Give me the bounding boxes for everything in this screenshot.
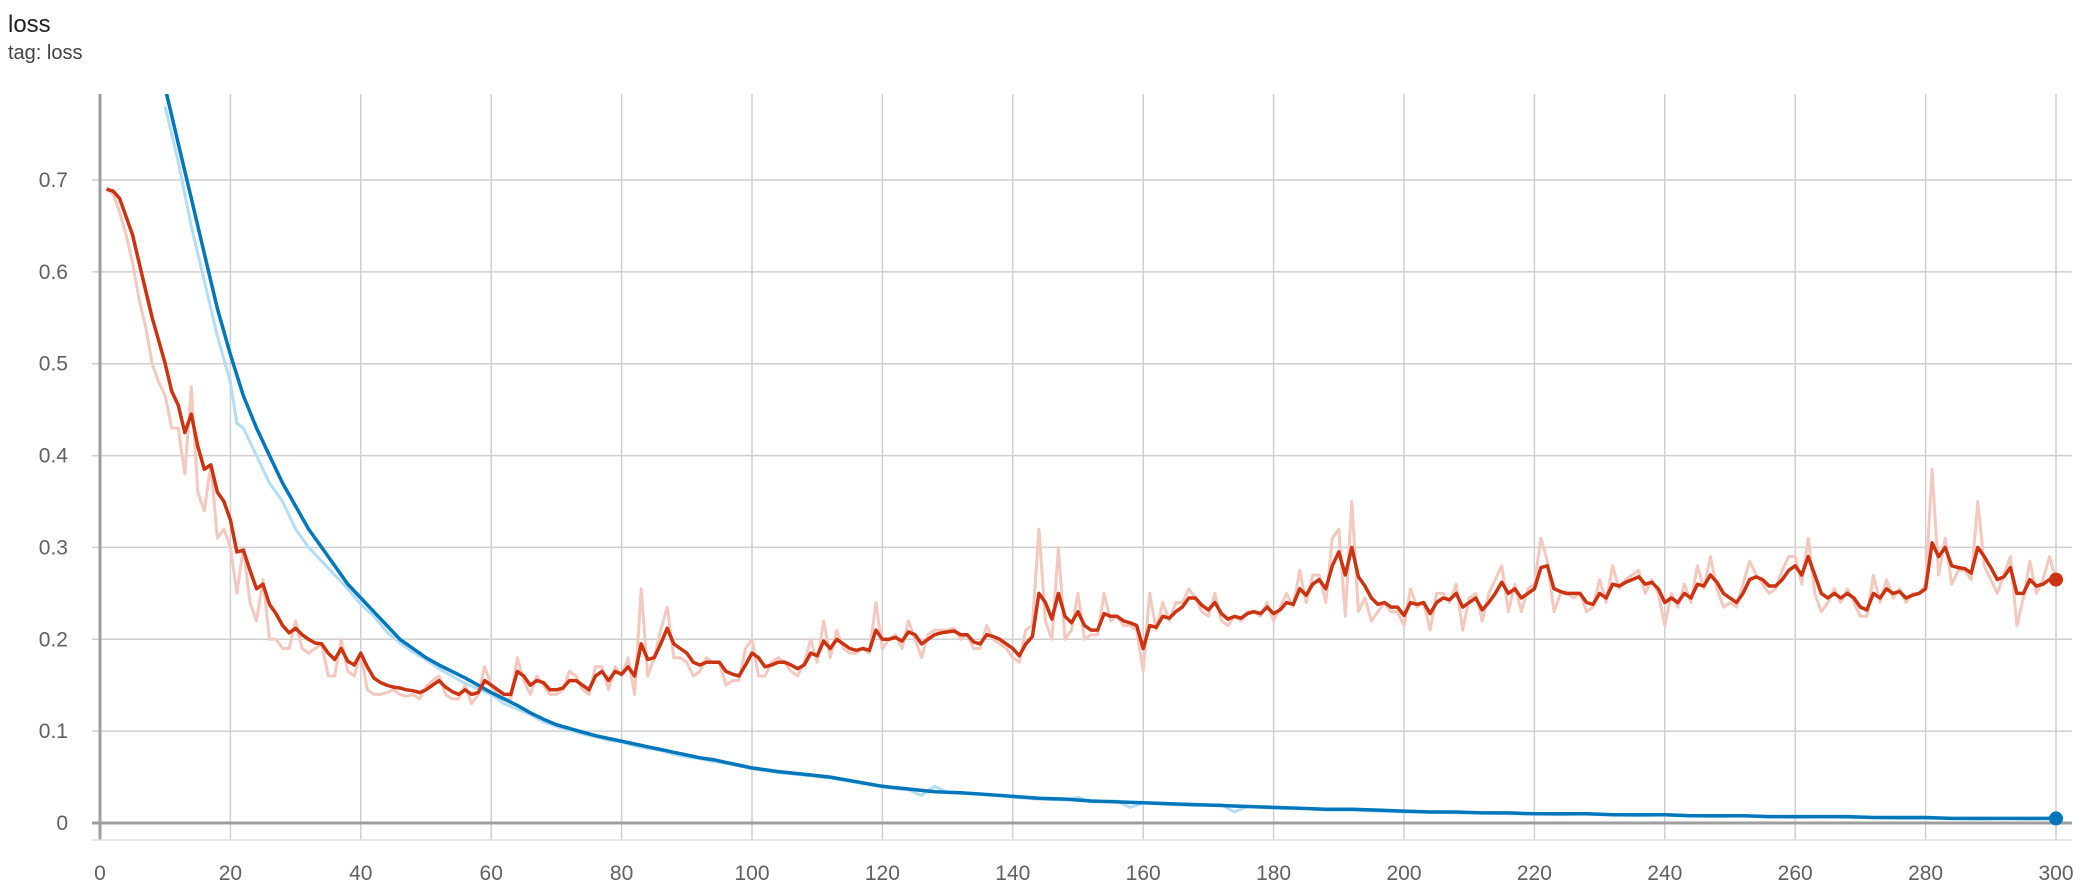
- train-smoothed-line[interactable]: [164, 88, 2056, 821]
- grid-layer: [92, 94, 2072, 840]
- x-tick-label: 180: [1256, 862, 1291, 885]
- y-tick-label: 0.3: [39, 536, 68, 559]
- validation-smoothed-line[interactable]: [106, 187, 2057, 697]
- y-tick-label: 0.2: [39, 628, 68, 651]
- validation-endpoint-marker[interactable]: [2049, 572, 2063, 587]
- axis-layer: [92, 94, 2072, 841]
- x-tick-label: 220: [1517, 862, 1552, 885]
- y-tick-label: 0.7: [39, 169, 68, 192]
- x-tick-label: 140: [995, 862, 1030, 885]
- x-tick-label: 160: [1126, 862, 1161, 885]
- y-tick-label: 0.5: [39, 353, 68, 376]
- y-tick-label: 0.1: [39, 720, 68, 743]
- x-tick-label: 100: [734, 862, 769, 885]
- x-tick-label: 80: [610, 862, 633, 885]
- validation-raw-line: [105, 187, 2058, 706]
- x-tick-label: 200: [1386, 862, 1421, 885]
- x-tick-label: 280: [1908, 862, 1943, 885]
- card-header: loss tag: loss: [8, 10, 82, 66]
- x-tick-label: 20: [219, 862, 242, 885]
- x-tick-label: 120: [865, 862, 900, 885]
- train-raw-line: [163, 106, 2057, 821]
- smoothed-series-layer: [106, 88, 2057, 821]
- chart-title: loss: [8, 11, 51, 38]
- x-tick-label: 300: [2038, 862, 2073, 885]
- train-endpoint-marker[interactable]: [2049, 811, 2063, 826]
- x-tick-label: 240: [1647, 862, 1682, 885]
- raw-series-layer: [105, 106, 2058, 821]
- x-tick-label: 260: [1778, 862, 1813, 885]
- chart-subtitle: tag: loss: [8, 42, 83, 64]
- x-tick-label: 0: [94, 862, 106, 885]
- y-tick-label: 0.6: [39, 261, 68, 284]
- x-tick-label: 60: [480, 862, 503, 885]
- y-tick-label: 0: [56, 812, 68, 835]
- x-tick-label: 40: [349, 862, 372, 885]
- tick-label-layer: 0 0.1 0.2 0.3 0.4 0.5 0.6 0.7 0 20 40 60 80 100 120 140…: [39, 169, 2074, 885]
- endpoint-layer: [2049, 572, 2063, 826]
- y-tick-label: 0.4: [39, 445, 69, 468]
